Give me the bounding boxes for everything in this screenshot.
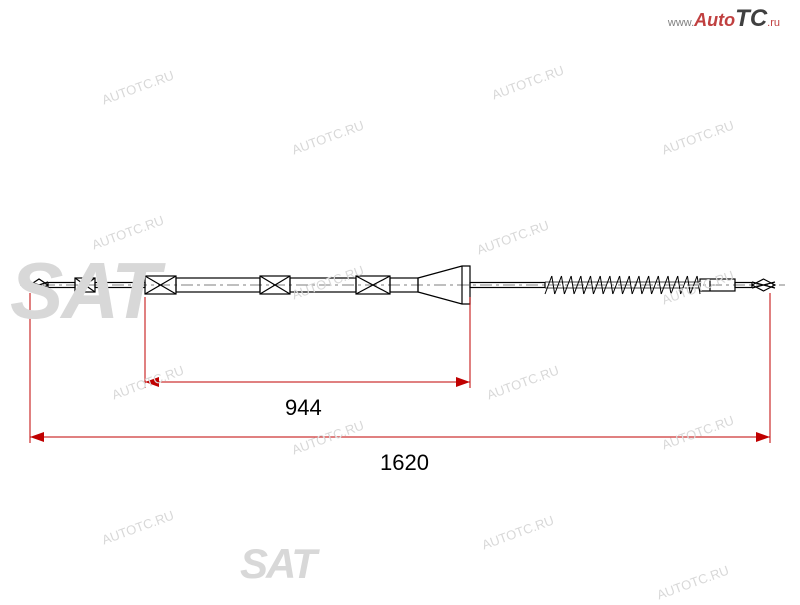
- brand-auto: Auto: [694, 10, 735, 30]
- brand-www: www.: [668, 17, 694, 29]
- dimension-outer-label: 1620: [380, 450, 429, 476]
- brand-ru: .ru: [767, 17, 780, 29]
- watermark-logo: SAT: [10, 245, 158, 337]
- brand-logo: www.AutoTC.ru: [668, 5, 780, 33]
- watermark-logo: SAT: [240, 540, 315, 588]
- brand-tc: TC: [735, 5, 767, 32]
- dimension-inner-label: 944: [285, 395, 322, 421]
